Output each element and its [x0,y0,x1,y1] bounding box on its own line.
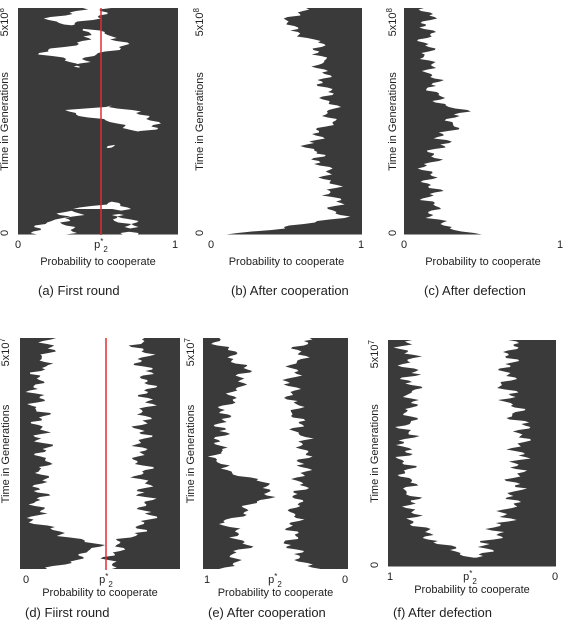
tick-base: p [268,574,274,586]
caption: (d) Fiirst round [25,605,110,620]
y-axis-label: Time in Generations [387,72,399,171]
y-axis-label: Time in Generations [0,404,12,503]
tick-label: 0 [194,230,206,236]
tick-base: 5x10 [0,342,12,366]
tick-label: 0 [342,574,348,586]
tick-exponent: 8 [192,7,201,12]
tick-label: 0 [15,239,21,251]
x-axis-label: Probability to cooperate [42,587,158,599]
density-band [60,8,179,235]
x-axis-label: Probability to cooperate [229,256,345,268]
tick-label: 0 [387,230,399,236]
density-band [100,338,180,569]
tick-label: 1 [358,239,364,251]
tick-subscript: 2 [277,580,282,589]
tick-subscript: 2 [108,580,113,589]
x-axis-label: Probability to cooperate [425,256,541,268]
y-axis-label: Time in Generations [369,404,381,503]
tick-superscript: * [469,569,472,578]
caption: (f) After defection [393,605,492,620]
tick-label: 5x107 [367,339,381,368]
tick-base: 5x10 [387,12,399,36]
panel: Time in Generations 5x108 00 1 Probability t… [385,7,563,298]
tick-label: 1 [204,574,210,586]
density-band [203,338,276,569]
tick-label: 5x108 [192,7,206,36]
x-axis-label: Probability to cooperate [414,584,530,596]
caption: (e) After cooperation [208,605,326,620]
y-axis-label: Time in Generations [185,404,197,503]
panel: Time in Generations 5x108 00 1 Probability t… [192,7,364,298]
tick-exponent: 8 [385,7,394,12]
y-axis-label: Time in Generations [194,72,206,171]
tick-label: p*2 [94,237,108,254]
panel: Time in Generations 5x107 0 p*2Probability … [0,337,180,620]
panel: Time in Generations 5x108 00 p*2 1 Probabilit… [0,7,178,298]
tick-superscript: * [100,237,103,246]
x-axis-label: Probability to cooperate [40,256,156,268]
density-band [388,340,493,567]
tick-base: 5x10 [194,12,206,36]
caption: (a) First round [38,283,120,298]
y-axis-label: Time in Generations [0,72,11,171]
tick-subscript: 2 [103,245,108,254]
density-band [226,8,362,235]
tick-label: 0 [552,571,558,583]
tick-exponent: 7 [183,337,192,342]
tick-label: p*2 [268,572,282,589]
tick-base: p [463,571,469,583]
panel: Time in Generations 5x107 1 p*2 0 Probability… [183,337,348,620]
tick-label: 5x108 [385,7,399,36]
tick-exponent: 7 [0,337,7,342]
tick-base: 5x10 [369,344,381,368]
density-band [282,338,348,569]
caption: (b) After cooperation [231,283,349,298]
tick-label: 5x107 [0,337,12,366]
density-band [18,8,170,235]
tick-label: 1 [172,239,178,251]
tick-base: 5x10 [185,342,197,366]
density-band [464,340,556,567]
tick-label: 0 [0,230,11,236]
tick-label: 5x107 [183,337,197,366]
tick-superscript: * [274,572,277,581]
tick-label: 1 [557,239,563,251]
tick-exponent: 7 [367,339,376,344]
density-band [404,8,482,235]
tick-exponent: 8 [0,7,6,12]
tick-superscript: * [105,572,108,581]
tick-label: 0 [208,239,214,251]
tick-label: 0 [23,574,29,586]
tick-label: p*2 [463,569,477,586]
tick-label: 0 [369,562,381,568]
tick-label: 0 [401,239,407,251]
tick-base: 5x10 [0,12,11,36]
x-axis-label: Probability to cooperate [218,587,334,599]
tick-base: p [94,239,100,251]
tick-base: p [99,574,105,586]
tick-label: 1 [387,571,393,583]
density-band [60,209,132,235]
caption: (c) After defection [424,283,526,298]
tick-label: p*2 [99,572,113,589]
density-band [20,338,106,569]
tick-subscript: 2 [472,577,477,586]
tick-label: 5x108 [0,7,11,36]
